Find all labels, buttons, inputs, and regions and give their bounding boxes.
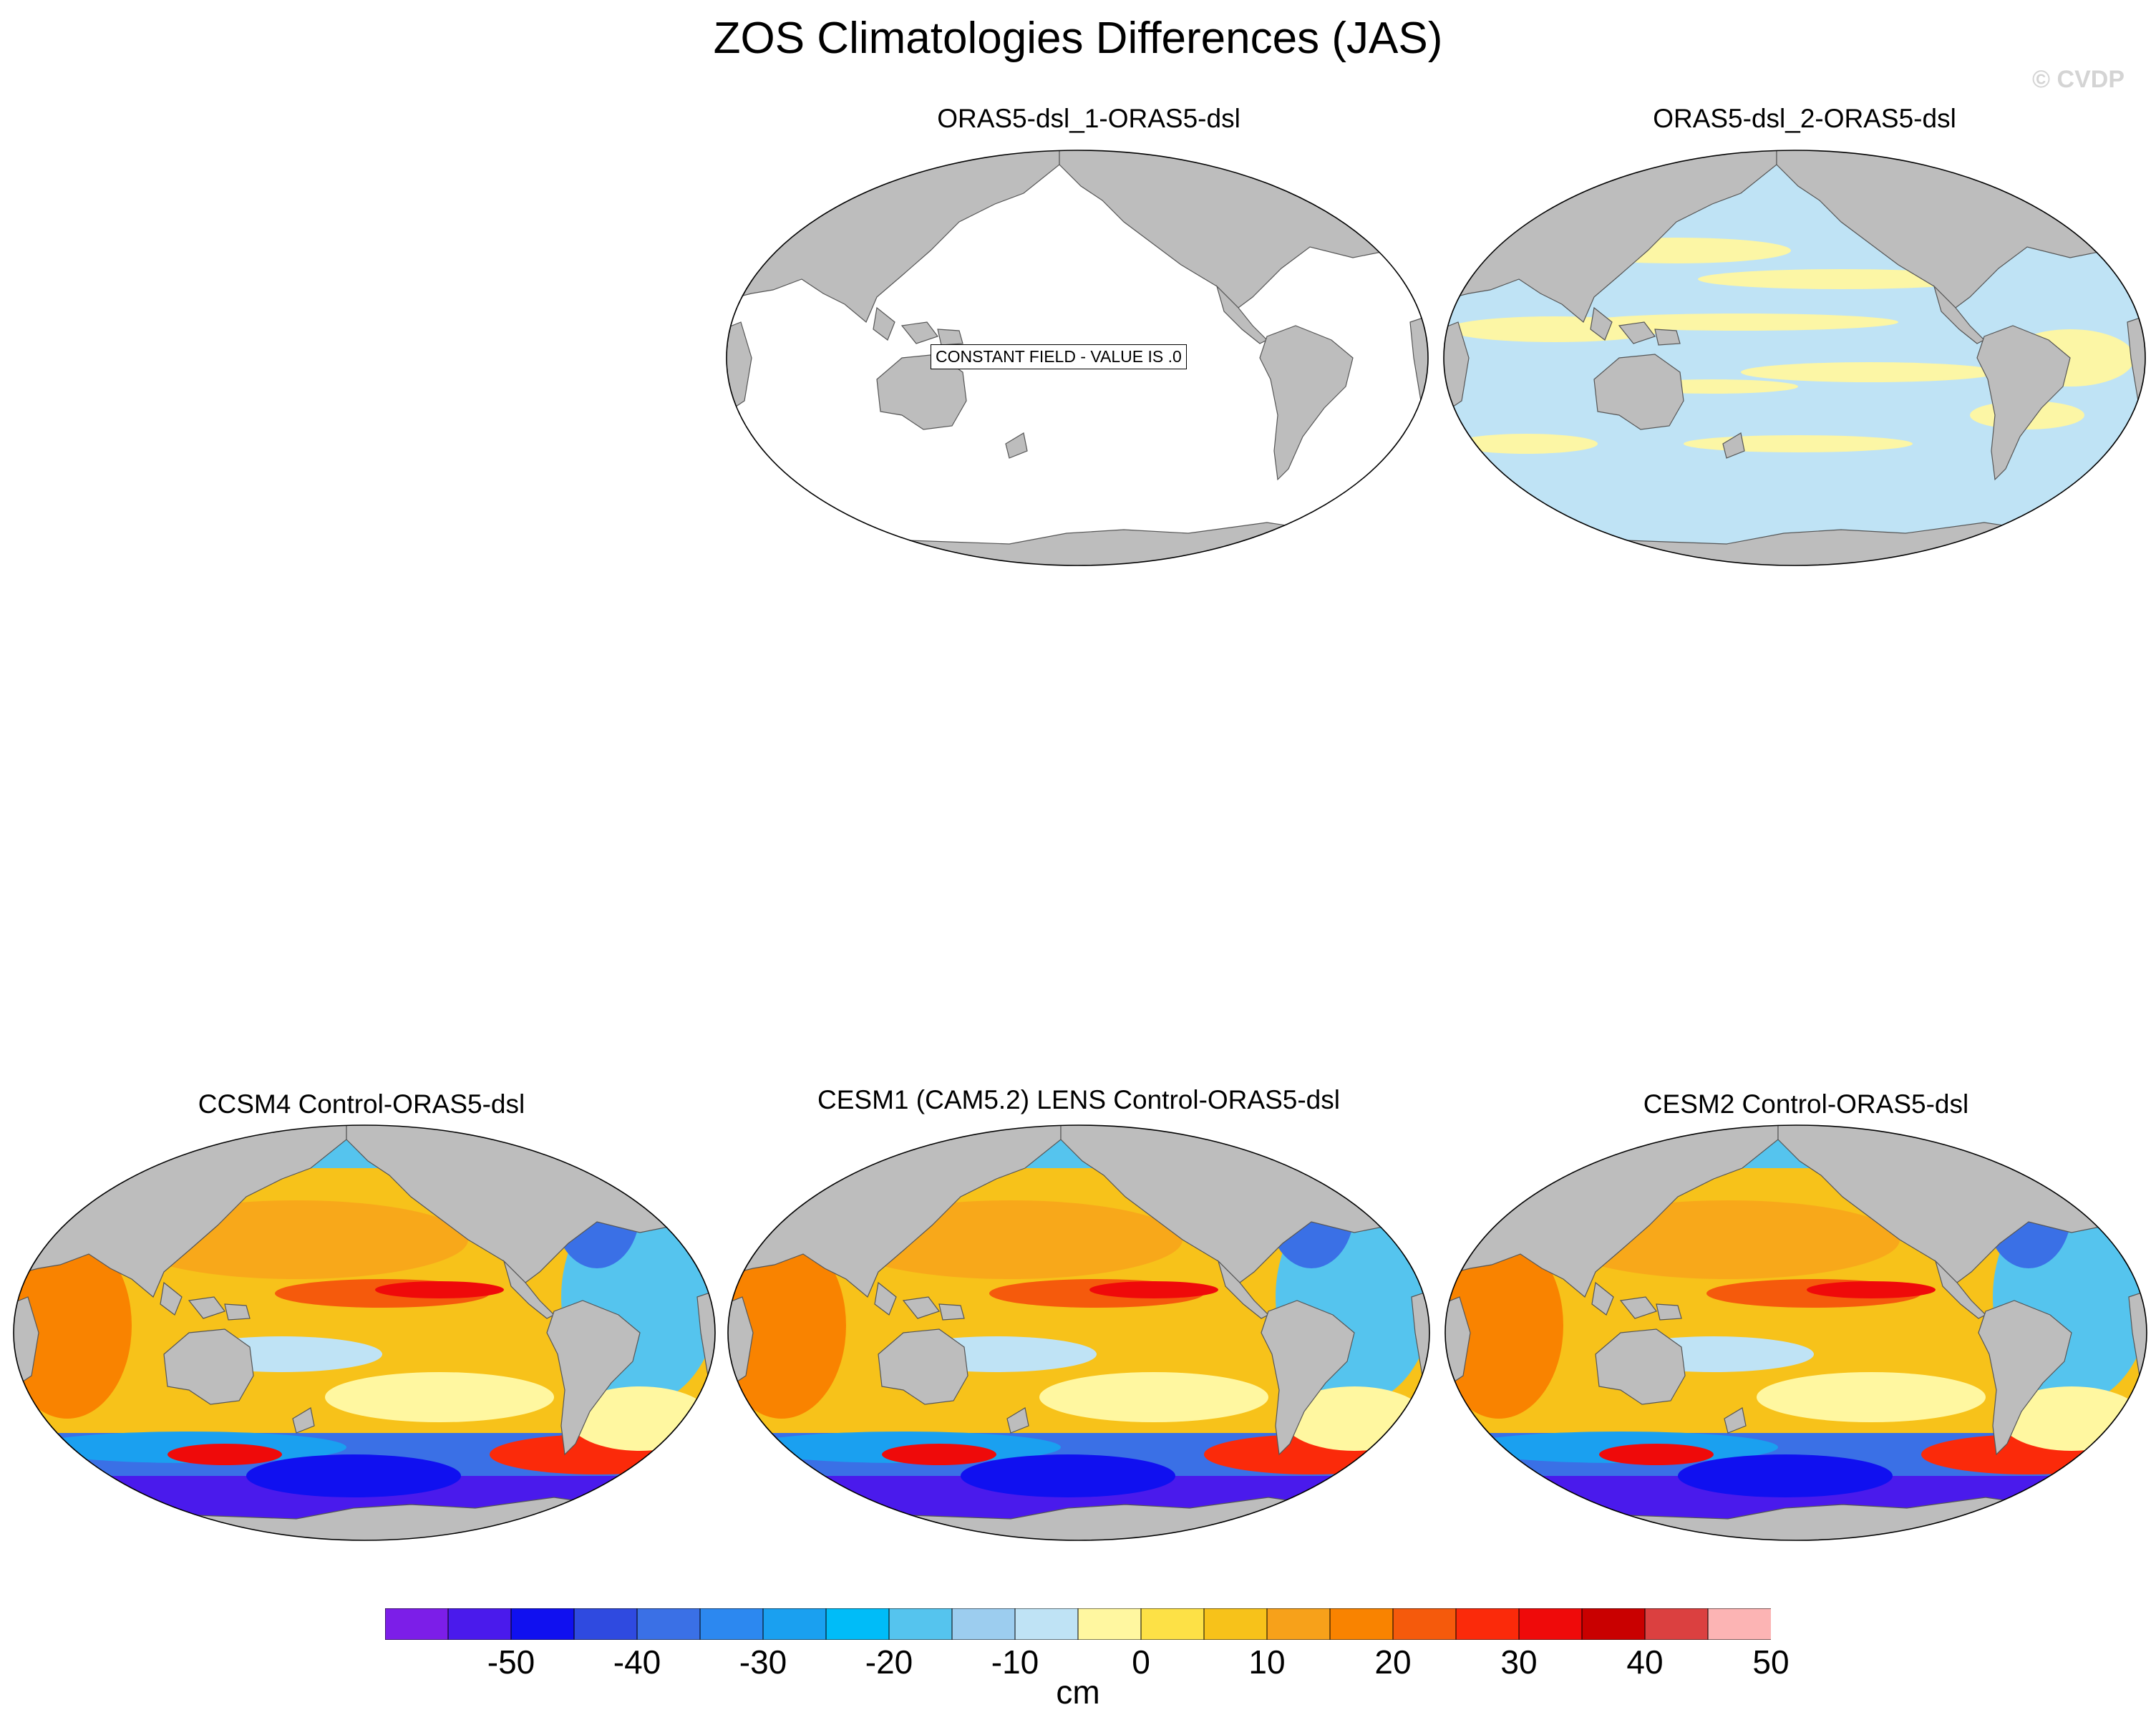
colorbar-box-13 xyxy=(1203,1608,1268,1640)
colorbar-box-17 xyxy=(1455,1608,1520,1640)
colorbar-box-19 xyxy=(1581,1608,1646,1640)
map-panel-5 xyxy=(1444,1124,2147,1541)
colorbar-tick-label: 40 xyxy=(1626,1643,1664,1681)
colorbar-box-21 xyxy=(1707,1608,1771,1640)
colorbar-box-8 xyxy=(888,1608,953,1640)
map-panel-3 xyxy=(13,1124,716,1541)
colorbar-tick-label: 10 xyxy=(1248,1643,1286,1681)
colorbar-tick-label: 50 xyxy=(1752,1643,1790,1681)
colorbar-tick-label: -20 xyxy=(865,1643,913,1681)
map-panel-2 xyxy=(1443,150,2146,566)
map-panel-1 xyxy=(726,150,1429,566)
colorbar-box-18 xyxy=(1518,1608,1583,1640)
colorbar-box-10 xyxy=(1014,1608,1079,1640)
colorbar-tick-label: -50 xyxy=(487,1643,535,1681)
colorbar-box-6 xyxy=(762,1608,827,1640)
colorbar-box-9 xyxy=(951,1608,1016,1640)
colorbar-unit: cm xyxy=(1056,1673,1100,1711)
colorbar-box-7 xyxy=(825,1608,890,1640)
colorbar-tick-label: 0 xyxy=(1132,1643,1150,1681)
colorbar-tick-label: 20 xyxy=(1374,1643,1412,1681)
colorbar xyxy=(385,1608,1771,1640)
colorbar-box-3 xyxy=(573,1608,638,1640)
panel-title-3: CCSM4 Control-ORAS5-dsl xyxy=(198,1089,525,1119)
colorbar-box-15 xyxy=(1329,1608,1394,1640)
colorbar-box-12 xyxy=(1140,1608,1205,1640)
panel-title-5: CESM2 Control-ORAS5-dsl xyxy=(1643,1089,1969,1119)
constant-field-note: CONSTANT FIELD - VALUE IS .0 xyxy=(931,344,1187,369)
colorbar-box-2 xyxy=(510,1608,575,1640)
colorbar-tick-label: -30 xyxy=(739,1643,787,1681)
colorbar-box-20 xyxy=(1644,1608,1709,1640)
colorbar-tick-label: -10 xyxy=(991,1643,1039,1681)
colorbar-tick-label: 30 xyxy=(1500,1643,1538,1681)
colorbar-box-11 xyxy=(1077,1608,1142,1640)
panel-title-2: ORAS5-dsl_2-ORAS5-dsl xyxy=(1653,104,1956,133)
colorbar-box-14 xyxy=(1266,1608,1331,1640)
figure-title: ZOS Climatologies Differences (JAS) xyxy=(713,14,1443,63)
colorbar-box-1 xyxy=(447,1608,512,1640)
credit-watermark: © CVDP xyxy=(2032,66,2125,93)
map-panel-4 xyxy=(727,1124,1430,1541)
colorbar-box-16 xyxy=(1392,1608,1457,1640)
panel-title-4: CESM1 (CAM5.2) LENS Control-ORAS5-dsl xyxy=(817,1085,1340,1114)
panel-title-1: ORAS5-dsl_1-ORAS5-dsl xyxy=(937,104,1240,133)
colorbar-box-4 xyxy=(636,1608,701,1640)
colorbar-box-0 xyxy=(385,1608,449,1640)
colorbar-tick-label: -40 xyxy=(613,1643,661,1681)
colorbar-box-5 xyxy=(699,1608,764,1640)
